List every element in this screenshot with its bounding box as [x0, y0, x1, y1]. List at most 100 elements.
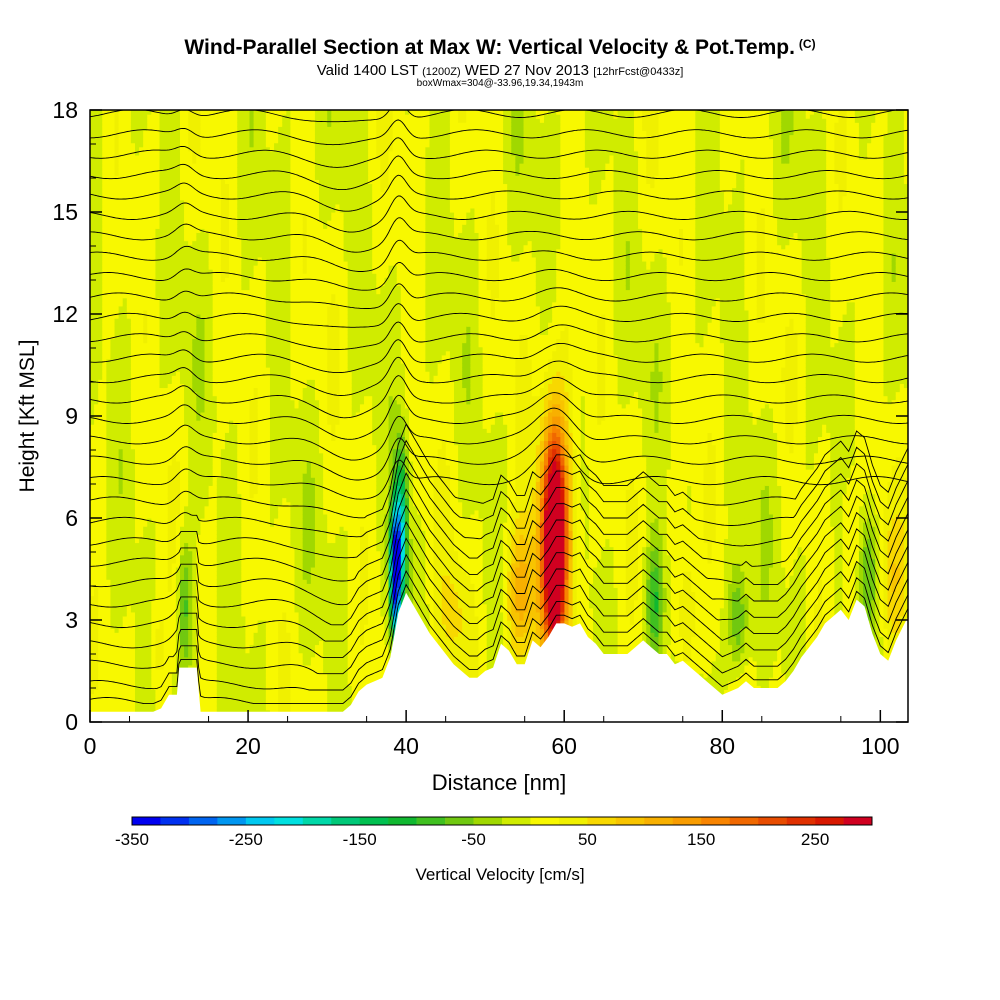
velocity-cell — [205, 538, 210, 543]
velocity-cell — [168, 306, 173, 311]
velocity-cell — [217, 428, 222, 433]
velocity-cell — [221, 265, 226, 270]
velocity-cell — [176, 542, 181, 547]
velocity-cell — [160, 628, 165, 633]
velocity-cell — [213, 612, 218, 617]
velocity-cell — [192, 600, 197, 605]
velocity-cell — [106, 555, 111, 560]
velocity-cell — [188, 534, 193, 539]
velocity-cell — [192, 196, 197, 201]
velocity-cell — [102, 200, 107, 205]
velocity-cell — [155, 387, 160, 392]
velocity-cell — [184, 534, 189, 539]
velocity-cell — [155, 473, 160, 478]
velocity-cell — [139, 383, 144, 388]
velocity-cell — [151, 632, 156, 637]
velocity-cell — [188, 171, 193, 176]
velocity-cell — [127, 628, 132, 633]
velocity-cell — [143, 522, 148, 527]
velocity-cell — [196, 130, 201, 135]
velocity-cell — [143, 461, 148, 466]
velocity-cell — [164, 330, 169, 335]
velocity-cell — [110, 408, 115, 413]
velocity-cell — [106, 298, 111, 303]
velocity-cell — [192, 347, 197, 352]
velocity-cell — [188, 208, 193, 213]
velocity-cell — [213, 624, 218, 629]
velocity-cell — [110, 510, 115, 515]
velocity-cell — [98, 591, 103, 596]
velocity-cell — [151, 322, 156, 327]
velocity-cell — [221, 485, 226, 490]
velocity-cell — [188, 359, 193, 364]
velocity-cell — [151, 232, 156, 237]
velocity-cell — [94, 330, 99, 335]
velocity-cell — [200, 347, 205, 352]
velocity-cell — [160, 285, 165, 290]
velocity-cell — [139, 706, 144, 711]
velocity-cell — [147, 567, 152, 572]
velocity-cell — [192, 147, 197, 152]
velocity-cell — [209, 612, 214, 617]
velocity-cell — [213, 261, 218, 266]
velocity-cell — [123, 257, 128, 262]
velocity-cell — [180, 600, 185, 605]
velocity-cell — [196, 118, 201, 123]
velocity-cell — [200, 302, 205, 307]
velocity-cell — [127, 310, 132, 315]
velocity-cell — [143, 163, 148, 168]
velocity-cell — [217, 363, 222, 368]
velocity-cell — [131, 591, 136, 596]
velocity-cell — [131, 387, 136, 392]
velocity-cell — [164, 653, 169, 658]
velocity-cell — [196, 485, 201, 490]
velocity-cell — [184, 122, 189, 127]
velocity-cell — [155, 547, 160, 552]
velocity-cell — [188, 440, 193, 445]
velocity-cell — [172, 420, 177, 425]
velocity-cell — [200, 596, 205, 601]
velocity-cell — [168, 461, 173, 466]
velocity-cell — [168, 204, 173, 209]
velocity-cell — [196, 416, 201, 421]
velocity-cell — [221, 587, 226, 592]
velocity-cell — [143, 114, 148, 119]
velocity-cell — [172, 526, 177, 531]
velocity-cell — [123, 432, 128, 437]
velocity-cell — [192, 465, 197, 470]
velocity-cell — [110, 530, 115, 535]
velocity-cell — [110, 183, 115, 188]
velocity-cell — [192, 122, 197, 127]
velocity-cell — [131, 192, 136, 197]
velocity-cell — [143, 587, 148, 592]
velocity-cell — [192, 551, 197, 556]
velocity-cell — [94, 653, 99, 658]
velocity-cell — [119, 241, 124, 246]
velocity-cell — [110, 542, 115, 547]
velocity-cell — [217, 445, 222, 450]
velocity-cell — [106, 167, 111, 172]
velocity-cell — [94, 130, 99, 135]
velocity-cell — [131, 706, 136, 711]
velocity-cell — [123, 139, 128, 144]
velocity-cell — [221, 640, 226, 645]
velocity-cell — [172, 685, 177, 690]
velocity-cell — [176, 151, 181, 156]
velocity-cell — [184, 616, 189, 621]
velocity-cell — [180, 302, 185, 307]
velocity-cell — [200, 200, 205, 205]
velocity-cell — [213, 139, 218, 144]
velocity-cell — [155, 290, 160, 295]
velocity-cell — [110, 640, 115, 645]
velocity-cell — [98, 236, 103, 241]
velocity-cell — [213, 257, 218, 262]
velocity-cell — [200, 428, 205, 433]
velocity-cell — [123, 510, 128, 515]
velocity-cell — [139, 665, 144, 670]
velocity-cell — [139, 245, 144, 250]
velocity-cell — [147, 265, 152, 270]
velocity-cell — [131, 449, 136, 454]
velocity-cell — [98, 224, 103, 229]
velocity-cell — [196, 510, 201, 515]
velocity-cell — [164, 285, 169, 290]
